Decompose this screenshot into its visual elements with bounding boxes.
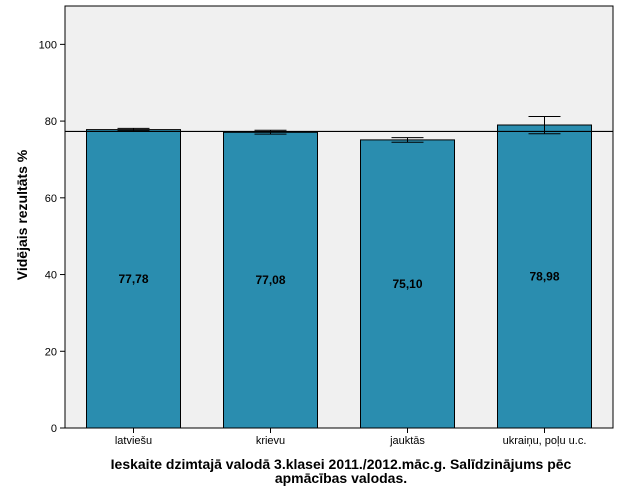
bar-value-label: 77,78: [118, 272, 148, 286]
bar: [360, 139, 455, 429]
x-tick-label: ukraiņu, poļu u.c.: [503, 435, 587, 447]
y-tick-label: 60: [45, 193, 57, 205]
plot-area: 0 20 40 60 80 100 77,78 latviešu 77,08 krievu 75,1…: [39, 5, 614, 447]
bar-value-label: 75,10: [392, 277, 422, 291]
y-tick-label: 40: [45, 270, 57, 282]
x-axis-label-line2: apmācības valodas.: [275, 470, 407, 486]
x-axis-label-line1: Ieskaite dzimtajā valodā 3.klasei 2011./…: [111, 456, 572, 472]
bar: [86, 129, 181, 429]
bar-value-label: 78,98: [529, 270, 559, 284]
x-tick-label: krievu: [256, 435, 285, 447]
y-axis-label: Vidējais rezultāts %: [14, 149, 30, 280]
y-tick-label: 80: [45, 116, 57, 128]
y-tick-label: 100: [39, 39, 57, 51]
bar-value-label: 77,08: [255, 273, 285, 287]
bar: [497, 124, 592, 429]
x-tick-label: jauktās: [389, 435, 425, 447]
y-tick-label: 20: [45, 346, 57, 358]
x-tick-label: latviešu: [115, 435, 152, 447]
y-tick-label: 0: [51, 423, 57, 435]
